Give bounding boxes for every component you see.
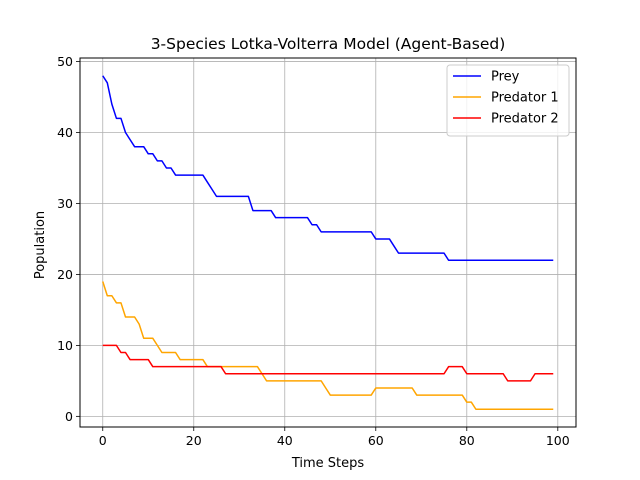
chart-title: 3-Species Lotka-Volterra Model (Agent-Ba… [151,35,506,53]
series-line-1 [102,281,554,411]
plot-frame [79,57,577,428]
axis-ticks: 0 20 40 60 80 100 0 10 20 30 40 50 [57,54,570,448]
x-tick-label: 60 [368,433,384,448]
legend: Prey Predator 1 Predator 2 [446,64,570,137]
y-tick-label: 40 [57,125,73,140]
y-tick-label: 30 [57,196,73,211]
y-tick-label: 50 [57,54,73,69]
x-tick-label: 40 [277,433,293,448]
x-axis-label: Time Steps [291,456,365,471]
legend-label-1: Predator 1 [491,91,559,106]
series-line-2 [102,344,554,382]
x-tick-label: 0 [99,433,107,448]
x-tick-label: 20 [186,433,202,448]
y-axis-label: Population [33,211,48,279]
y-tick-label: 10 [57,338,73,353]
y-tick-label: 20 [57,267,73,282]
legend-label-2: Predator 2 [491,112,559,127]
y-tick-label: 0 [65,409,73,424]
plot-lines [102,75,554,411]
x-tick-label: 100 [546,433,570,448]
x-tick-label: 80 [459,433,475,448]
series-line-0 [102,75,554,261]
legend-label-0: Prey [491,70,520,85]
